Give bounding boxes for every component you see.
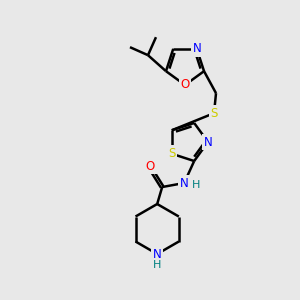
Text: N: N	[153, 248, 162, 260]
Text: H: H	[192, 180, 200, 190]
Text: N: N	[180, 176, 189, 190]
Text: N: N	[192, 42, 201, 55]
Text: O: O	[180, 79, 190, 92]
Text: H: H	[153, 260, 161, 270]
Text: N: N	[204, 136, 212, 148]
Text: S: S	[210, 107, 218, 120]
Text: S: S	[168, 147, 176, 160]
Text: O: O	[146, 160, 155, 172]
